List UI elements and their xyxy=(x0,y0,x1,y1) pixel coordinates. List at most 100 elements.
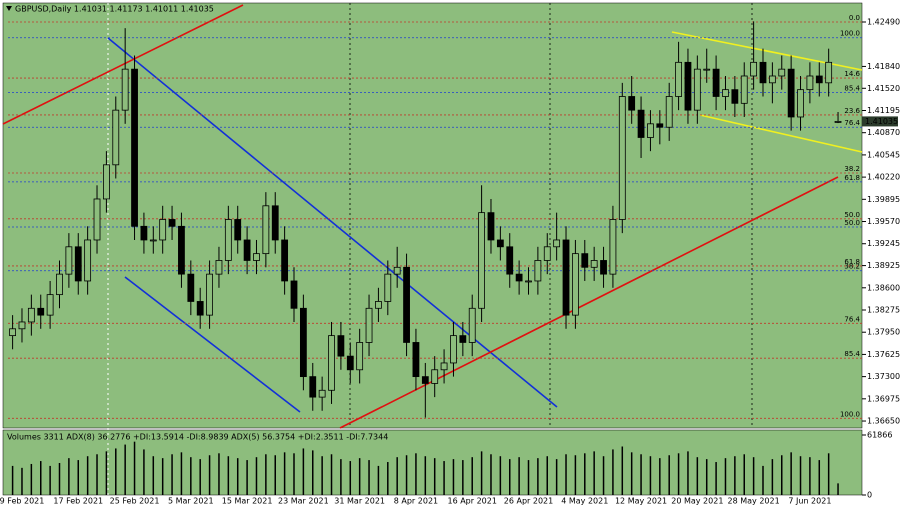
x-tick-label: 20 May 2021 xyxy=(671,497,723,506)
candle-body xyxy=(562,239,570,316)
candle-body xyxy=(534,260,542,282)
trend-line xyxy=(2,4,244,125)
y-tick-label: 1.36650 xyxy=(867,417,900,426)
candle-body xyxy=(253,253,260,261)
level-label: 76.4 xyxy=(844,119,860,127)
candle-body xyxy=(178,225,185,275)
y-tick-label: 1.41520 xyxy=(867,84,900,93)
y-tick-label: 61866 xyxy=(867,431,892,440)
candle-body xyxy=(384,273,392,302)
level-label: 0.0 xyxy=(849,14,860,22)
candle-body xyxy=(693,68,701,111)
candle-body xyxy=(168,219,176,227)
candle-body xyxy=(590,260,598,268)
y-tick-label: 1.36975 xyxy=(867,394,900,403)
candle-body xyxy=(722,89,729,97)
candle-body xyxy=(647,123,654,138)
candle-body xyxy=(759,61,767,84)
level-label: 61.8 xyxy=(844,258,860,266)
candle-body xyxy=(431,369,439,384)
candle-body xyxy=(496,239,504,248)
candle-body xyxy=(393,266,401,275)
candle-body xyxy=(421,376,429,384)
candle-body xyxy=(478,212,486,309)
candle-body xyxy=(637,109,645,138)
candle-body xyxy=(703,68,711,71)
level-label: 38.2 xyxy=(844,165,860,173)
y-tick-label: 1.39570 xyxy=(867,217,900,226)
x-tick-label: 31 Mar 2021 xyxy=(334,497,385,506)
y-tick-label: 1.40870 xyxy=(867,128,900,137)
candle-body xyxy=(356,342,364,371)
y-tick-label: 1.38275 xyxy=(867,306,900,315)
candle-body xyxy=(515,273,523,282)
candle-body xyxy=(665,96,673,128)
candle-body xyxy=(778,68,786,77)
x-tick-label: 25 Feb 2021 xyxy=(110,497,160,506)
candle-body xyxy=(787,68,795,118)
candle-body xyxy=(487,212,495,241)
x-tick-label: 4 May 2021 xyxy=(561,497,608,506)
x-tick-label: 17 Feb 2021 xyxy=(53,497,103,506)
y-tick-label: 1.37625 xyxy=(867,350,900,359)
candle-body xyxy=(215,260,223,275)
y-tick-label: 1.37300 xyxy=(867,372,900,381)
y-tick-label: 1.40220 xyxy=(867,173,900,182)
trend-line xyxy=(339,176,839,429)
candle-body xyxy=(712,68,720,97)
candle-body xyxy=(403,266,410,343)
candle-body xyxy=(375,301,382,309)
price-marker-label: 1.41035 xyxy=(865,117,898,126)
x-tick-label: 12 May 2021 xyxy=(615,497,667,506)
candle-body xyxy=(18,321,26,330)
level-label: 76.4 xyxy=(844,315,860,323)
candle-body xyxy=(271,205,279,241)
candle-body xyxy=(74,246,82,282)
candle-body xyxy=(731,89,739,104)
candle-body xyxy=(131,68,138,227)
candle-body xyxy=(572,253,579,316)
candle-body xyxy=(628,96,636,111)
candle-body xyxy=(412,342,420,378)
candle-body xyxy=(112,109,120,166)
menu-triangle[interactable] xyxy=(6,6,12,11)
y-tick-label: 1.37950 xyxy=(867,328,900,337)
x-tick-label: 26 Apr 2021 xyxy=(504,497,553,506)
candle-body xyxy=(103,164,110,200)
candle-body xyxy=(440,362,448,371)
candle-body xyxy=(543,246,551,261)
candle-body xyxy=(84,239,92,282)
candle-body xyxy=(46,294,54,316)
candle-body xyxy=(365,307,373,343)
x-tick-label: 28 May 2021 xyxy=(728,497,780,506)
candle-body xyxy=(65,246,73,275)
y-tick-label: 1.38600 xyxy=(867,283,900,292)
candle-body xyxy=(37,307,45,316)
candle-body xyxy=(243,239,251,261)
x-tick-label: 23 Mar 2021 xyxy=(278,497,329,506)
candle-body xyxy=(121,68,129,111)
level-label: 50.0 xyxy=(844,219,860,227)
y-tick-label: 1.39895 xyxy=(867,195,900,204)
candle-body xyxy=(618,96,626,220)
y-tick-label: 0 xyxy=(867,491,872,500)
candle-body xyxy=(281,239,289,282)
indicator-panel xyxy=(2,429,863,496)
candle-body xyxy=(459,335,467,343)
y-tick-label: 1.41195 xyxy=(867,106,900,115)
candle-body xyxy=(600,260,607,275)
candle-body xyxy=(346,355,354,371)
level-label: 100.0 xyxy=(840,30,860,38)
indicator-title: Volumes 3311 ADX(8) 36.2776 +DI:13.5914 … xyxy=(7,433,388,442)
candle-body xyxy=(290,280,298,309)
candle-body xyxy=(656,123,664,128)
level-label: 85.4 xyxy=(844,350,860,358)
candle-body xyxy=(581,253,589,268)
candle-body xyxy=(93,198,101,241)
candle-body xyxy=(318,389,326,398)
candle-body xyxy=(299,307,307,378)
candle-body xyxy=(56,273,63,296)
candle-body xyxy=(750,61,758,77)
